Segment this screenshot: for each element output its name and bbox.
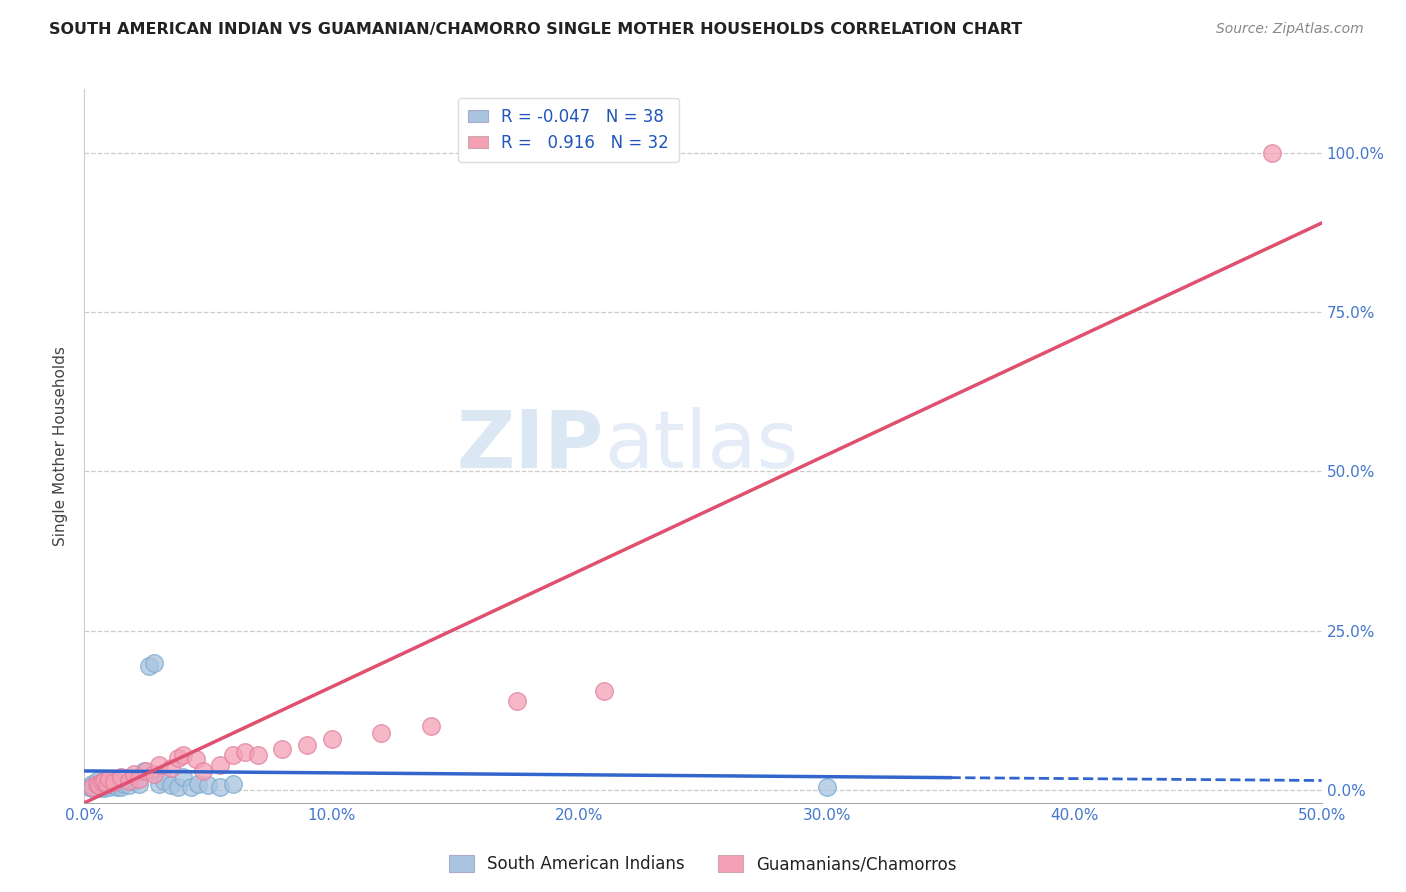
Point	[148, 757, 170, 772]
Point	[108, 775, 131, 789]
Point	[271, 741, 294, 756]
Point	[79, 780, 101, 794]
Point	[98, 773, 121, 788]
Point	[112, 777, 135, 791]
Point	[180, 780, 202, 794]
Point	[80, 780, 103, 794]
Point	[132, 764, 155, 778]
Point	[148, 777, 170, 791]
Point	[118, 773, 141, 788]
Point	[370, 725, 392, 739]
Point	[80, 777, 103, 791]
Point	[160, 778, 183, 792]
Point	[142, 656, 165, 670]
Point	[118, 778, 141, 792]
Point	[122, 773, 145, 788]
Point	[138, 658, 160, 673]
Point	[167, 751, 190, 765]
Point	[103, 775, 125, 789]
Point	[152, 773, 174, 788]
Point	[191, 764, 214, 778]
Point	[90, 780, 112, 794]
Point	[815, 780, 838, 794]
Point	[122, 767, 145, 781]
Point	[419, 719, 441, 733]
Point	[100, 777, 122, 791]
Point	[142, 767, 165, 781]
Point	[506, 694, 529, 708]
Point	[1261, 145, 1284, 160]
Point	[89, 781, 111, 796]
Point	[160, 761, 183, 775]
Point	[96, 778, 118, 792]
Point	[187, 777, 209, 791]
Point	[110, 780, 132, 794]
Point	[103, 778, 125, 792]
Point	[167, 780, 190, 794]
Point	[295, 739, 318, 753]
Point	[128, 772, 150, 786]
Point	[128, 777, 150, 791]
Point	[90, 775, 112, 789]
Y-axis label: Single Mother Households: Single Mother Households	[53, 346, 69, 546]
Text: SOUTH AMERICAN INDIAN VS GUAMANIAN/CHAMORRO SINGLE MOTHER HOUSEHOLDS CORRELATION: SOUTH AMERICAN INDIAN VS GUAMANIAN/CHAMO…	[49, 22, 1022, 37]
Point	[86, 780, 108, 794]
Point	[86, 777, 108, 791]
Point	[197, 778, 219, 792]
Point	[172, 770, 194, 784]
Point	[93, 773, 115, 788]
Point	[98, 772, 121, 786]
Point	[593, 684, 616, 698]
Point	[321, 732, 343, 747]
Point	[89, 778, 111, 792]
Point	[222, 747, 245, 762]
Point	[233, 745, 256, 759]
Point	[98, 780, 121, 794]
Point	[89, 778, 111, 792]
Point	[135, 764, 157, 778]
Point	[83, 780, 105, 794]
Point	[93, 777, 115, 791]
Point	[96, 777, 118, 791]
Point	[222, 777, 245, 791]
Point	[90, 775, 112, 789]
Point	[86, 773, 108, 788]
Text: Source: ZipAtlas.com: Source: ZipAtlas.com	[1216, 22, 1364, 37]
Point	[184, 752, 207, 766]
Point	[246, 747, 269, 762]
Point	[110, 770, 132, 784]
Point	[209, 780, 232, 794]
Point	[105, 780, 128, 794]
Point	[93, 781, 115, 796]
Text: ZIP: ZIP	[457, 407, 605, 485]
Point	[209, 757, 232, 772]
Point	[80, 781, 103, 796]
Point	[172, 747, 194, 762]
Legend: South American Indians, Guamanians/Chamorros: South American Indians, Guamanians/Chamo…	[443, 848, 963, 880]
Text: atlas: atlas	[605, 407, 799, 485]
